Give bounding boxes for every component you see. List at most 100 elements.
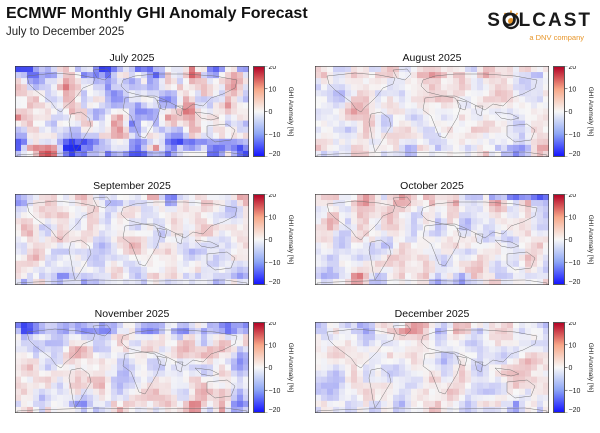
- heatmap-cell: [351, 260, 358, 268]
- heatmap-cell: [375, 212, 382, 219]
- heatmap-cell: [105, 72, 112, 79]
- heatmap-cell: [375, 218, 382, 225]
- heatmap-cell: [141, 206, 148, 213]
- heatmap-cell: [441, 382, 448, 390]
- heatmap-cell: [399, 230, 406, 237]
- heatmap-cell: [201, 212, 208, 219]
- heatmap-cell: [489, 248, 496, 255]
- heatmap-cell: [465, 364, 472, 371]
- heatmap-cell: [339, 248, 346, 255]
- heatmap-cell: [129, 260, 136, 268]
- heatmap-cell: [195, 138, 202, 146]
- heatmap-cell: [231, 260, 238, 268]
- heatmap-cell: [411, 200, 418, 207]
- heatmap-cell: [213, 96, 220, 103]
- heatmap-cell: [315, 206, 322, 213]
- heatmap-cell: [327, 388, 334, 396]
- heatmap-cell: [243, 352, 249, 359]
- heatmap-cell: [141, 346, 148, 353]
- heatmap-cell: [471, 376, 478, 383]
- heatmap-cell: [237, 388, 244, 396]
- heatmap-cell: [69, 144, 76, 152]
- heatmap-cell: [327, 150, 334, 157]
- heatmap-cell: [345, 260, 352, 268]
- heatmap-cell: [333, 388, 340, 396]
- heatmap-cell: [135, 218, 142, 225]
- heatmap-cell: [543, 138, 549, 146]
- heatmap-cell: [147, 370, 154, 377]
- heatmap-cell: [45, 260, 52, 268]
- heatmap-cell: [75, 272, 82, 280]
- heatmap-cell: [369, 200, 376, 207]
- heatmap-cell: [477, 102, 484, 109]
- heatmap-cell: [87, 242, 94, 249]
- heatmap-cell: [507, 236, 514, 243]
- heatmap-cell: [39, 90, 46, 97]
- heatmap-cell: [357, 254, 364, 262]
- heatmap-cell: [243, 206, 249, 213]
- heatmap-cell: [435, 96, 442, 103]
- heatmap-cell: [219, 78, 226, 85]
- heatmap-cell: [441, 126, 448, 134]
- heatmap-cell: [177, 400, 184, 408]
- heatmap-cell: [453, 358, 460, 365]
- heatmap-cell: [201, 138, 208, 146]
- heatmap-cell: [177, 132, 184, 140]
- heatmap-cell: [207, 200, 214, 207]
- heatmap-cell: [219, 218, 226, 225]
- heatmap-cell: [117, 126, 124, 134]
- heatmap-cell: [363, 322, 370, 329]
- heatmap-cell: [507, 114, 514, 121]
- heatmap-cell: [117, 194, 124, 201]
- heatmap-cell: [381, 194, 388, 201]
- heatmap-cell: [45, 150, 52, 157]
- heatmap-cell: [405, 78, 412, 85]
- heatmap-cell: [453, 406, 460, 413]
- heatmap-cell: [57, 322, 64, 329]
- heatmap-cell: [15, 242, 22, 249]
- heatmap-cell: [423, 66, 430, 73]
- heatmap-cell: [369, 66, 376, 73]
- heatmap-cell: [477, 382, 484, 390]
- heatmap-cell: [177, 254, 184, 262]
- heatmap-cell: [417, 144, 424, 152]
- heatmap-cell: [495, 266, 502, 274]
- heatmap-cell: [231, 254, 238, 262]
- heatmap-cell: [207, 266, 214, 274]
- heatmap-cell: [129, 120, 136, 127]
- heatmap-cell: [387, 406, 394, 413]
- heatmap-cell: [171, 334, 178, 341]
- heatmap-cell: [387, 254, 394, 262]
- heatmap-cell: [69, 102, 76, 109]
- heatmap-cell: [423, 230, 430, 237]
- heatmap-cell: [237, 322, 244, 329]
- heatmap-cell: [21, 200, 28, 207]
- heatmap-cell: [165, 120, 172, 127]
- heatmap-cell: [105, 388, 112, 396]
- heatmap-cell: [219, 272, 226, 280]
- heatmap-cell: [465, 200, 472, 207]
- heatmap-cell: [447, 278, 454, 285]
- heatmap-cell: [333, 322, 340, 329]
- heatmap-cell: [453, 370, 460, 377]
- heatmap-cell: [351, 84, 358, 91]
- coastline: [506, 379, 536, 399]
- heatmap-cell: [501, 236, 508, 243]
- heatmap-cell: [543, 358, 549, 365]
- heatmap-cell: [117, 400, 124, 408]
- heatmap-cell: [51, 322, 58, 329]
- heatmap-cell: [69, 254, 76, 262]
- heatmap-cell: [429, 102, 436, 109]
- heatmap-cell: [237, 370, 244, 377]
- heatmap-cell: [207, 322, 214, 329]
- heatmap-cell: [219, 96, 226, 103]
- heatmap-cell: [27, 194, 34, 201]
- heatmap-cell: [219, 200, 226, 207]
- heatmap-cell: [207, 66, 214, 73]
- heatmap-cell: [351, 114, 358, 121]
- heatmap-cell: [423, 224, 430, 231]
- heatmap-cell: [243, 150, 249, 157]
- heatmap-cell: [315, 224, 322, 231]
- heatmap-cell: [327, 266, 334, 274]
- heatmap-cell: [81, 108, 88, 115]
